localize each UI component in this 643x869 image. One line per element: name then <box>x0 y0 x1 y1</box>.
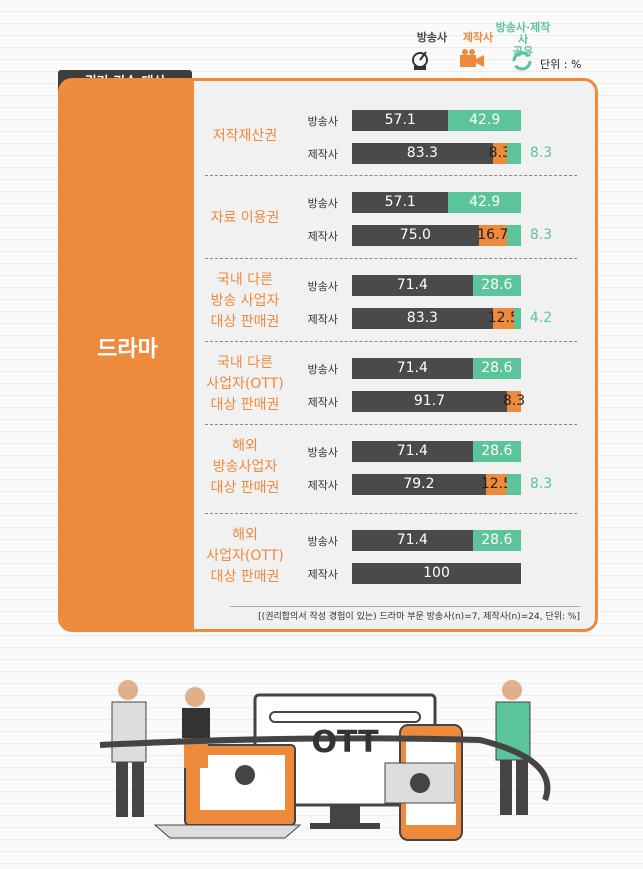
bar-segment <box>352 143 493 164</box>
bar-segment <box>472 441 521 462</box>
group-label: 국내 다른 방송 사업자 대상 판매권 <box>210 271 280 330</box>
value-label: 42.9 <box>469 194 501 210</box>
card: 드라마 <box>58 78 598 632</box>
row-label: 방송사 <box>307 363 338 376</box>
value-label: 12.5 <box>487 310 519 326</box>
bar-segment <box>472 358 521 379</box>
bar-segment <box>492 143 507 164</box>
separator <box>205 513 577 514</box>
bar-segment <box>352 474 486 495</box>
bar-segment <box>513 308 521 329</box>
value-label: 28.6 <box>481 443 513 459</box>
value-label: 8.3 <box>488 145 511 161</box>
bar-segment <box>506 474 521 495</box>
value-label: 71.4 <box>396 532 428 548</box>
legend-label: 방송사·제작사 공유 <box>495 21 551 58</box>
bar-segment <box>352 308 493 329</box>
group-label: 국내 다른 사업자(OTT) 대상 판매권 <box>206 354 284 413</box>
separator <box>205 258 577 259</box>
value-label: 8.3 <box>529 476 553 492</box>
bar-segment <box>472 530 521 551</box>
value-label: 83.3 <box>406 310 438 326</box>
legend-label: 제작사 <box>462 31 494 44</box>
bar-segment <box>352 441 473 462</box>
bar-segment <box>506 391 521 412</box>
value-label: 8.3 <box>529 145 553 161</box>
value-label: 71.4 <box>396 443 428 459</box>
legend-label: 방송사 <box>416 31 448 44</box>
row-label: 제작사 <box>307 479 338 492</box>
value-label: 8.3 <box>502 393 526 409</box>
bar-segment <box>352 391 507 412</box>
value-label: 57.1 <box>384 112 416 128</box>
bar-segment <box>352 275 473 296</box>
value-label: 83.3 <box>406 145 438 161</box>
group-label: 자료 이용권 <box>210 209 280 226</box>
bar-segment <box>448 192 521 213</box>
value-label: 75.0 <box>399 227 431 243</box>
separator <box>205 175 577 176</box>
footnote: [(권리합의서 작성 경험이 있는) 드라마 부문 방송사(n)=7, 제작사(… <box>230 606 580 622</box>
bar-segment <box>352 530 473 551</box>
value-label: 16.7 <box>477 227 509 243</box>
row-label: 제작사 <box>307 568 338 581</box>
value-label: 28.6 <box>481 532 513 548</box>
row-label: 제작사 <box>307 230 338 243</box>
value-label: 12.5 <box>480 476 512 492</box>
row-label: 제작사 <box>307 396 338 409</box>
row-label: 제작사 <box>307 148 338 161</box>
side-strip <box>61 81 194 629</box>
bar-segment <box>448 110 521 131</box>
screen-text: OTT <box>311 725 379 760</box>
value-label: 71.4 <box>396 277 428 293</box>
separator <box>205 341 577 342</box>
row-label: 방송사 <box>307 280 338 293</box>
value-label: 100 <box>423 565 450 581</box>
row-label: 방송사 <box>307 197 338 210</box>
value-label: 28.6 <box>481 360 513 376</box>
value-label: 79.2 <box>403 476 435 492</box>
group-label: 해외 방송사업자 대상 판매권 <box>210 437 280 496</box>
value-label: 42.9 <box>469 112 501 128</box>
value-label: 91.7 <box>413 393 446 409</box>
value-label: 28.6 <box>481 277 513 293</box>
value-label: 4.2 <box>529 310 553 326</box>
side-label: 드라마 <box>97 337 158 362</box>
bar-segment <box>352 225 479 246</box>
row-label: 방송사 <box>307 535 338 548</box>
illustration-art <box>99 680 551 841</box>
bar-segment <box>492 308 514 329</box>
bar-segment <box>478 225 507 246</box>
group-label: 저작재산권 <box>212 127 278 144</box>
bar-segment <box>352 358 473 379</box>
row-label: 방송사 <box>307 446 338 459</box>
unit: 단위 : % <box>540 58 582 71</box>
row-label: 제작사 <box>307 313 338 326</box>
bar-segment <box>352 192 449 213</box>
value-label: 57.1 <box>384 194 416 210</box>
value-label: 8.3 <box>529 227 553 243</box>
bar-segment <box>352 110 449 131</box>
legend-icons <box>412 49 532 71</box>
bar-segment <box>485 474 507 495</box>
row-label: 방송사 <box>307 115 338 128</box>
bar-segment <box>472 275 521 296</box>
bar-segment <box>506 225 521 246</box>
value-label: 71.4 <box>396 360 428 376</box>
bar-segment <box>506 143 521 164</box>
bar-segment <box>352 563 521 584</box>
separator <box>205 424 577 425</box>
group-label: 해외 사업자(OTT) 대상 판매권 <box>206 526 284 585</box>
